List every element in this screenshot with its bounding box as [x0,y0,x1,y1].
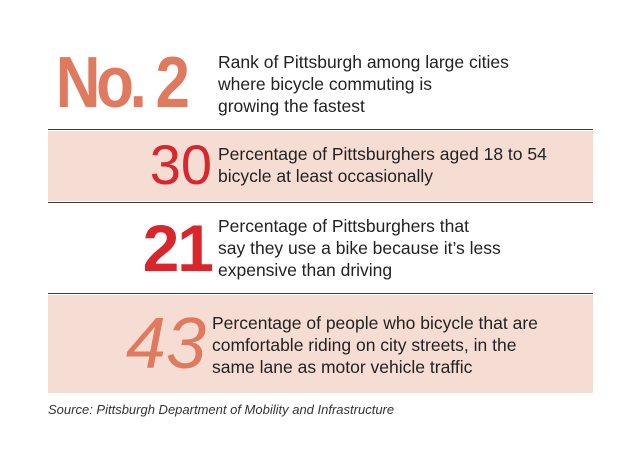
description-line: say they use a bike because it’s less [218,238,501,258]
stat-number: 43 [125,304,206,384]
description-line: bicycle at least occasionally [218,166,433,186]
description-line: Percentage of people who bicycle that ar… [212,313,538,333]
source-credit: Source: Pittsburgh Department of Mobilit… [48,402,395,417]
stat-description: Percentage of Pittsburghers aged 18 to 5… [218,143,547,187]
description-line: same lane as motor vehicle traffic [212,357,473,377]
stat-description: Percentage of people who bicycle that ar… [212,312,538,378]
stat-description: Percentage of Pittsburghers that say the… [218,215,501,281]
stat-number: 21 [142,211,214,285]
stat-number: No. 2 [55,43,190,123]
description-line: where bicycle commuting is [218,74,432,94]
divider [48,129,593,130]
stat-comfortable-riding: 43 Percentage of people who bicycle that… [48,295,593,393]
stat-cost-reason: 21 Percentage of Pittsburghers that say … [48,204,593,292]
description-line: expensive than driving [218,260,393,280]
stat-rank: No. 2 Rank of Pittsburgh among large cit… [48,40,593,128]
stat-number: 30 [149,133,212,196]
description-line: comfortable riding on city streets, in t… [212,335,517,355]
description-line: Percentage of Pittsburghers that [218,216,469,236]
divider [48,293,593,294]
stat-description: Rank of Pittsburgh among large cities wh… [218,51,509,117]
description-line: Percentage of Pittsburghers aged 18 to 5… [218,144,547,164]
stat-occasional-cyclists: 30 Percentage of Pittsburghers aged 18 t… [48,131,593,201]
description-line: growing the fastest [218,96,365,116]
description-line: Rank of Pittsburgh among large cities [218,52,509,72]
divider [48,202,593,203]
